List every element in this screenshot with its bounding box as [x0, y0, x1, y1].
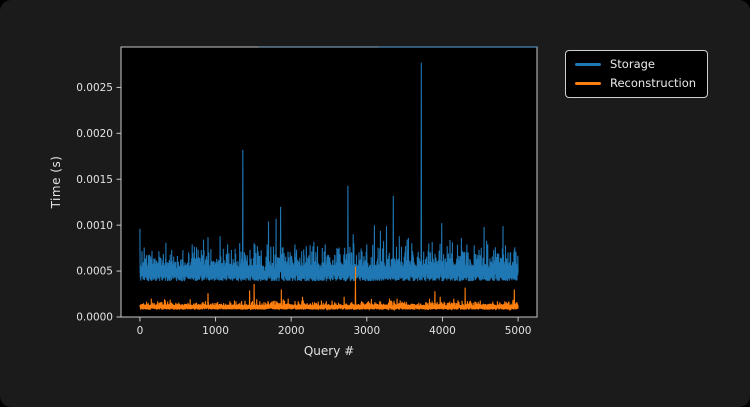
plot-spines: [120, 46, 538, 318]
x-tick-label: 1000: [202, 325, 229, 337]
y-tick-label: 0.0010: [76, 220, 113, 232]
legend-entry-storage: Storage: [575, 57, 696, 71]
x-axis-label: Query #: [303, 344, 355, 358]
y-tick-label: 0.0000: [76, 312, 113, 324]
y-tick-label: 0.0015: [76, 174, 113, 186]
storage-line-swatch-icon: [575, 62, 601, 66]
x-tick-label: 3000: [353, 325, 380, 337]
reconstruction-series-line: [139, 266, 519, 312]
y-tick-label: 0.0020: [76, 128, 113, 140]
legend-label-storage: Storage: [610, 57, 655, 71]
legend-entry-reconstruction: Reconstruction: [575, 76, 696, 90]
legend: Storage Reconstruction: [565, 50, 709, 98]
x-tick-label: 5000: [505, 325, 532, 337]
y-tick-label: 0.0025: [76, 82, 113, 94]
y-tick-label: 0.0005: [76, 266, 113, 278]
legend-label-reconstruction: Reconstruction: [610, 76, 697, 90]
reconstruction-line-swatch-icon: [575, 81, 601, 85]
x-tick-label: 2000: [278, 325, 305, 337]
storage-series-line: [139, 62, 519, 283]
x-tick-label: 4000: [429, 325, 456, 337]
y-axis-label: Time (s): [49, 155, 63, 209]
x-tick-label: 0: [137, 325, 144, 337]
